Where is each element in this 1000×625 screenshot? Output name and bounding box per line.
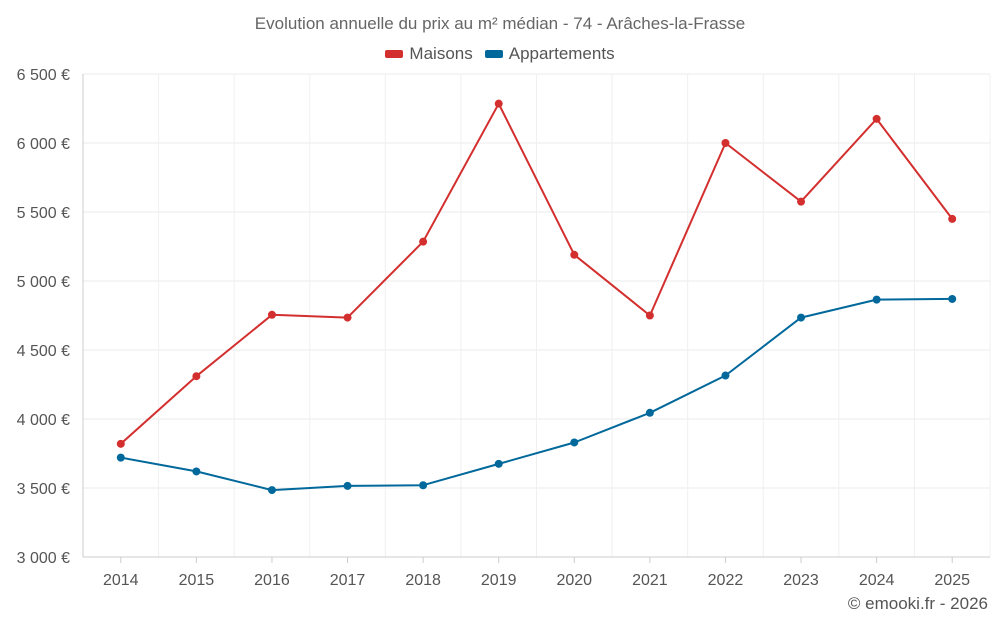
legend-label-maisons: Maisons: [409, 44, 473, 63]
x-tick-label: 2025: [934, 572, 970, 589]
data-point-appartements[interactable]: [267, 486, 276, 495]
data-point-appartements[interactable]: [948, 294, 957, 303]
y-tick-label: 5 000 €: [17, 274, 70, 291]
data-point-maisons[interactable]: [267, 310, 276, 319]
x-tick-label: 2017: [330, 572, 366, 589]
x-tick-label: 2015: [179, 572, 215, 589]
y-tick-label: 4 500 €: [17, 343, 70, 360]
legend-item-appartements[interactable]: Appartements: [484, 44, 615, 64]
data-point-appartements[interactable]: [192, 467, 201, 476]
data-point-appartements[interactable]: [721, 371, 730, 380]
y-tick-label: 3 000 €: [17, 550, 70, 567]
data-point-maisons[interactable]: [721, 139, 730, 147]
legend-label-appartements: Appartements: [508, 44, 615, 63]
data-point-maisons[interactable]: [419, 237, 428, 246]
x-tick-label: 2021: [632, 572, 668, 589]
x-tick-label: 2024: [859, 572, 895, 589]
data-point-maisons[interactable]: [645, 311, 654, 320]
legend-swatch-maisons: [385, 50, 404, 58]
data-point-appartements[interactable]: [494, 459, 503, 468]
data-point-maisons[interactable]: [116, 439, 125, 448]
data-point-appartements[interactable]: [797, 313, 806, 322]
data-point-maisons[interactable]: [192, 372, 201, 381]
series-line-appartements: [120, 297, 953, 492]
x-tick-label: 2019: [481, 572, 517, 589]
y-tick-label: 6 500 €: [17, 67, 70, 84]
data-point-maisons[interactable]: [343, 313, 352, 322]
data-point-appartements[interactable]: [645, 408, 654, 417]
credit-text: © emooki.fr - 2026: [847, 594, 988, 613]
x-tick-label: 2022: [708, 572, 744, 589]
x-tick-label: 2018: [405, 572, 441, 589]
data-point-appartements[interactable]: [872, 295, 881, 304]
chart-title: Evolution annuelle du prix au m² médian …: [254, 14, 746, 33]
series-line-maisons: [120, 102, 953, 445]
x-tick-label: 2014: [103, 572, 139, 589]
data-point-maisons[interactable]: [570, 250, 579, 259]
x-tick-label: 2016: [254, 572, 290, 589]
x-tick-label: 2023: [783, 572, 819, 589]
legend: Maisons Appartements: [0, 44, 1000, 64]
data-point-appartements[interactable]: [116, 453, 125, 462]
data-point-appartements[interactable]: [419, 481, 428, 490]
y-tick-label: 5 500 €: [17, 205, 70, 222]
legend-swatch-appartements: [484, 50, 503, 58]
y-tick-label: 6 000 €: [17, 136, 70, 153]
data-point-appartements[interactable]: [570, 438, 579, 447]
data-point-appartements[interactable]: [343, 481, 352, 490]
x-tick-label: 2020: [556, 572, 592, 589]
data-point-maisons[interactable]: [494, 99, 503, 108]
data-point-maisons[interactable]: [872, 114, 881, 123]
y-tick-label: 3 500 €: [17, 481, 70, 498]
y-tick-label: 4 000 €: [17, 412, 70, 429]
legend-item-maisons[interactable]: Maisons: [385, 44, 473, 64]
data-point-maisons[interactable]: [797, 197, 806, 206]
data-point-maisons[interactable]: [948, 214, 957, 223]
